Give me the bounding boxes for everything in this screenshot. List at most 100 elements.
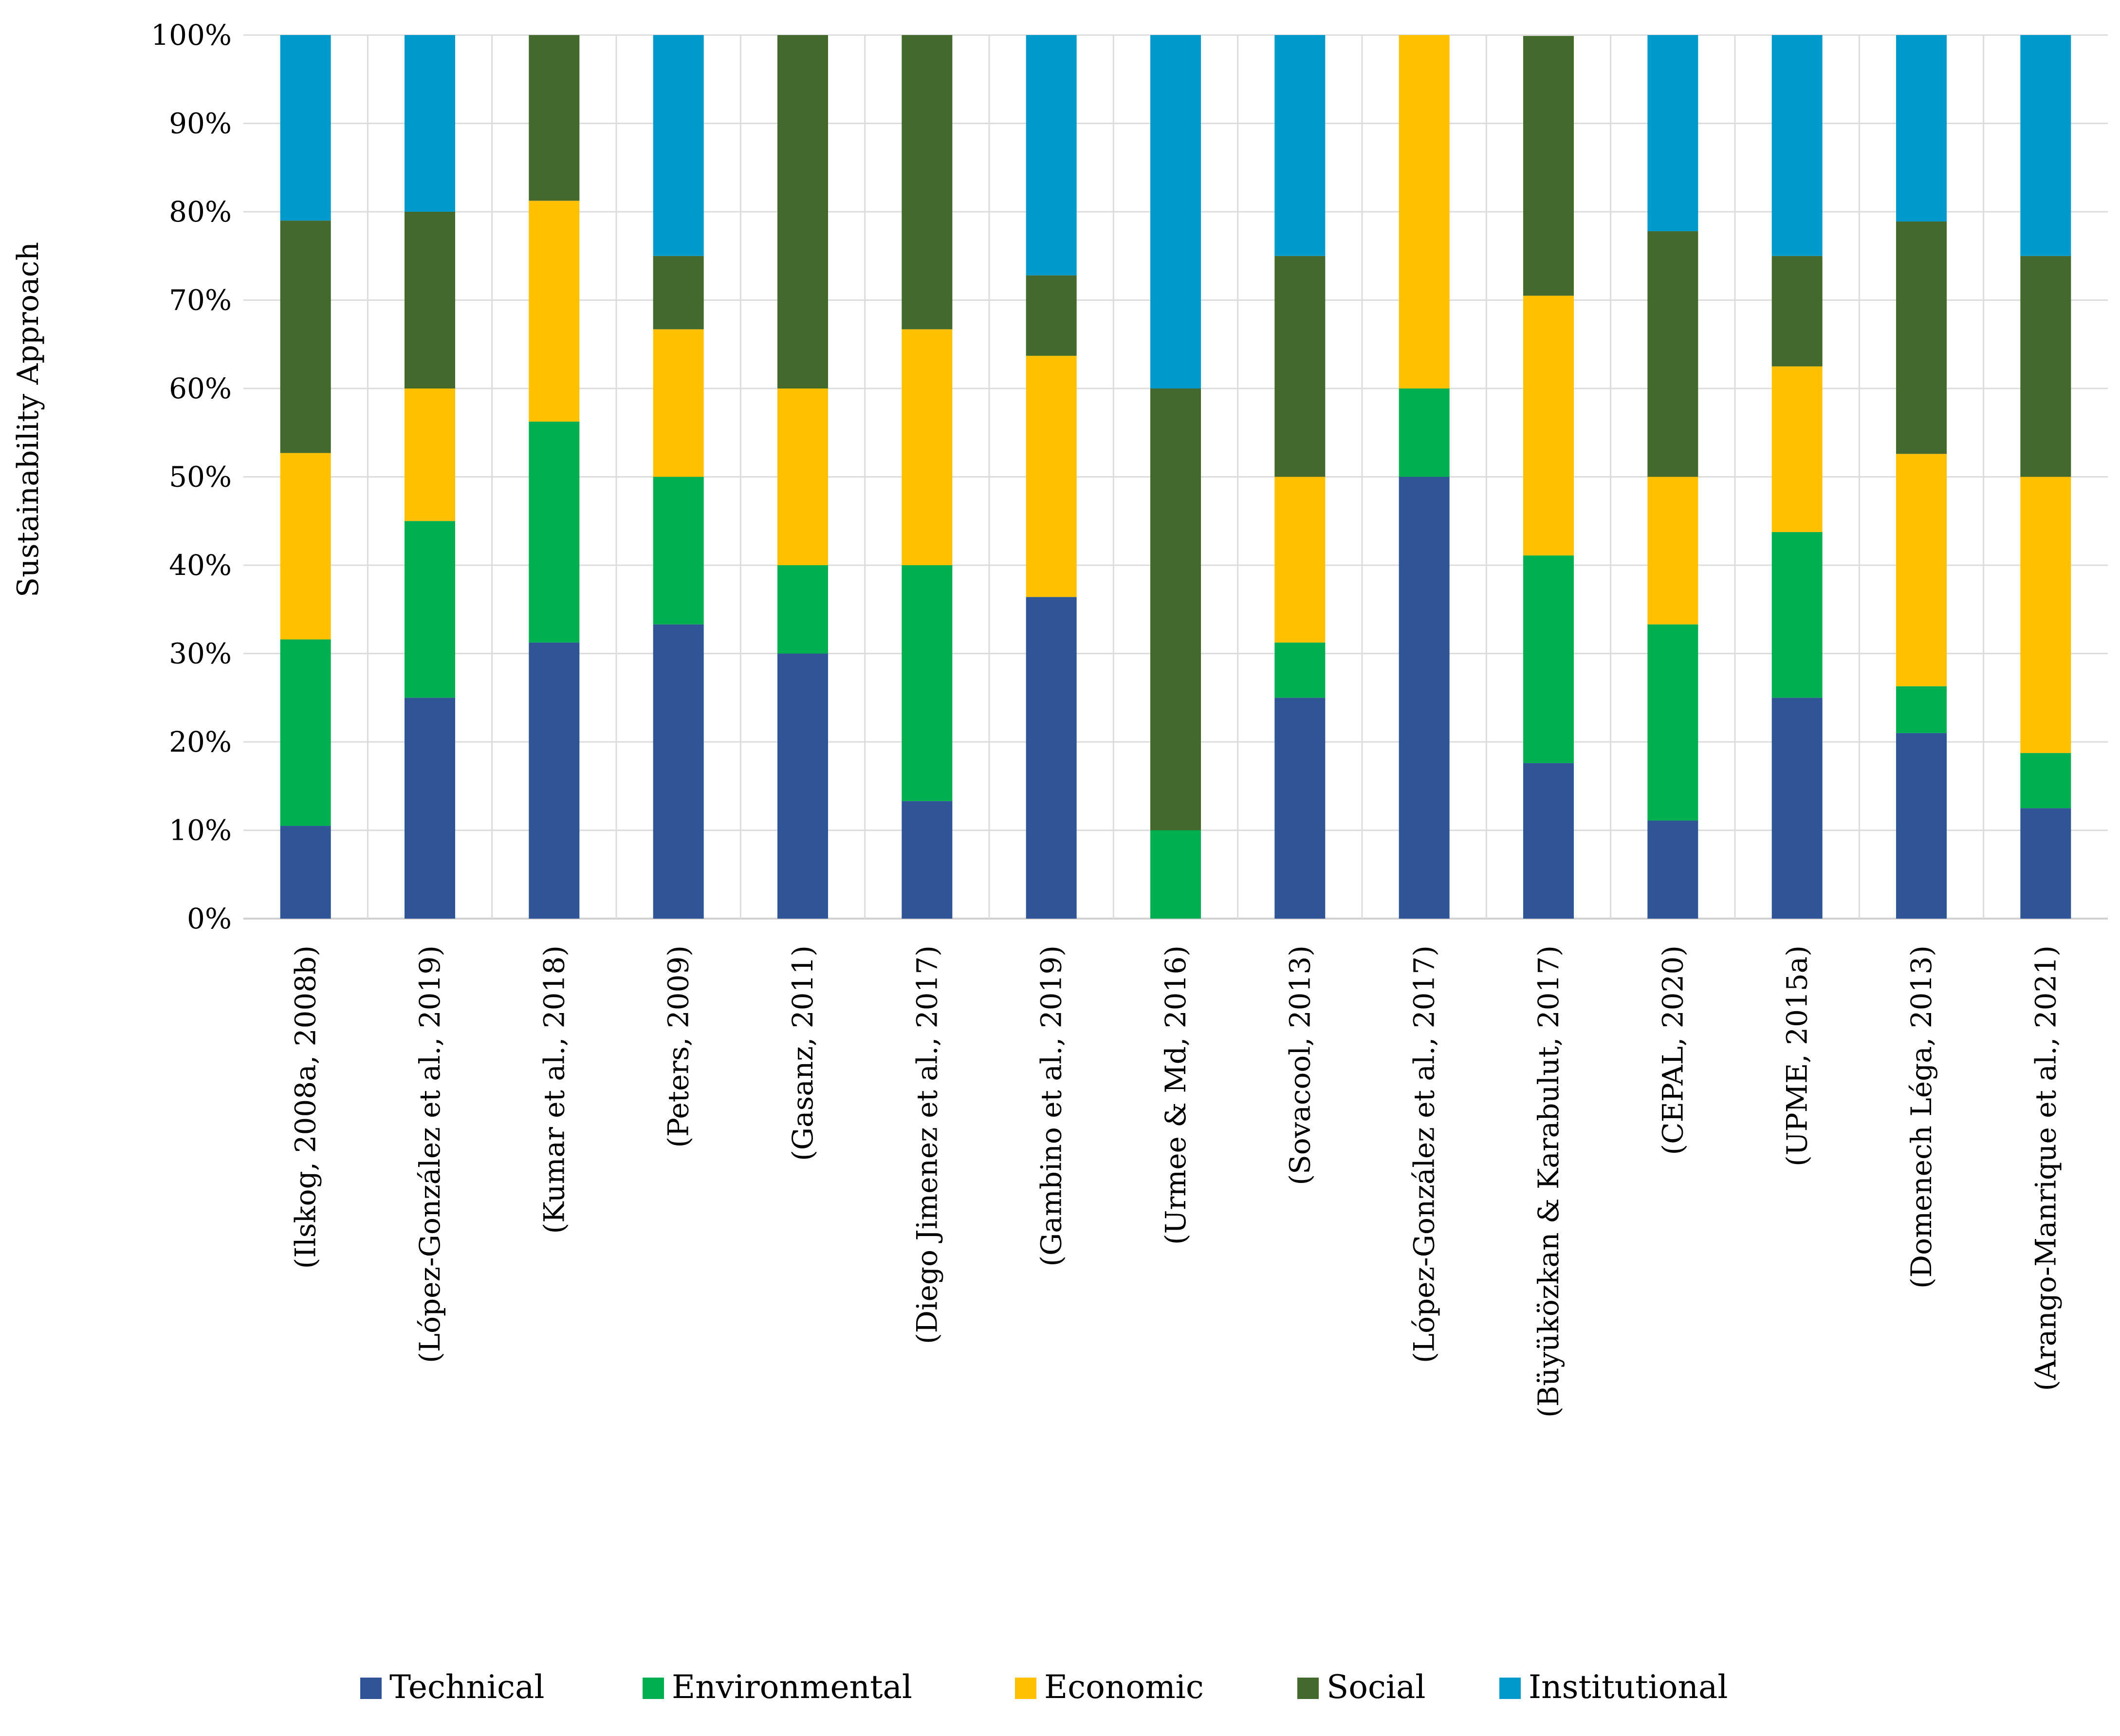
- legend-swatch-institutional: [1499, 1678, 1521, 1699]
- bar-segment-institutional: [1150, 35, 1201, 388]
- bar-segment-environmental: [1274, 642, 1326, 698]
- bar-segment-economic: [529, 201, 580, 422]
- bar-segment-technical: [653, 624, 704, 919]
- y-tick-label: 10%: [169, 814, 232, 847]
- bar-segment-economic: [653, 329, 704, 477]
- bar-segment-technical: [1026, 597, 1077, 919]
- x-category-label: (Domenech Léga, 2013): [1905, 945, 1938, 1289]
- bar-segment-institutional: [1896, 35, 1947, 222]
- y-tick-label: 70%: [169, 284, 232, 317]
- bar-segment-technical: [1274, 698, 1326, 919]
- bar-segment-technical: [280, 826, 331, 919]
- x-axis-category-labels: (Ilskog, 2008a, 2008b) (López-González et…: [289, 945, 2063, 1418]
- bar-segment-social: [1771, 256, 1823, 367]
- bar-segment-social: [405, 212, 455, 388]
- bar-segment-institutional: [653, 35, 704, 256]
- x-category-label: (Diego Jimenez et al., 2017): [910, 945, 943, 1344]
- bar-segment-environmental: [1150, 830, 1201, 919]
- legend-label-economic: Economic: [1044, 1668, 1204, 1706]
- legend-label-environmental: Environmental: [672, 1668, 912, 1706]
- bar-segment-environmental: [777, 565, 828, 654]
- bar-segment-environmental: [1771, 532, 1823, 698]
- bar-segment-economic: [280, 453, 331, 640]
- bar-segment-technical: [1896, 733, 1947, 919]
- x-category-label: (Sovacool, 2013): [1283, 945, 1316, 1185]
- bar-segment-environmental: [1399, 388, 1450, 477]
- bar-segment-economic: [777, 388, 828, 565]
- bar-segment-economic: [1647, 477, 1698, 625]
- x-category-label: (Peters, 2009): [662, 945, 695, 1148]
- y-tick-label: 90%: [169, 107, 232, 140]
- x-category-label: (CEPAL, 2020): [1656, 945, 1689, 1155]
- x-category-label: (Arango-Manrique et al., 2021): [2029, 945, 2062, 1391]
- bar-segment-economic: [1399, 35, 1450, 388]
- x-category-label: (Urmee & Md, 2016): [1159, 945, 1192, 1245]
- bar-segment-economic: [2020, 477, 2071, 753]
- bar-segment-technical: [2020, 808, 2071, 919]
- bar-segment-economic: [1896, 454, 1947, 686]
- x-category-label: (Gasanz, 2011): [786, 945, 819, 1161]
- bar-segment-environmental: [280, 639, 331, 826]
- bar-segment-institutional: [1026, 35, 1077, 276]
- bar-segment-social: [1647, 231, 1698, 477]
- bar-segment-technical: [1771, 698, 1823, 919]
- bar-segment-environmental: [653, 477, 704, 625]
- bar-segment-economic: [405, 388, 455, 521]
- bar-segment-social: [1896, 221, 1947, 454]
- bar-segment-environmental: [1523, 555, 1574, 763]
- x-category-label: (Ilskog, 2008a, 2008b): [289, 945, 322, 1269]
- bar-segment-technical: [529, 642, 580, 919]
- bar-segment-institutional: [405, 35, 455, 212]
- legend-swatch-technical: [360, 1678, 382, 1699]
- bar-segment-institutional: [1647, 35, 1698, 231]
- legend-swatch-environmental: [643, 1678, 664, 1699]
- bar-segment-technical: [1523, 763, 1574, 919]
- bar-segment-social: [653, 256, 704, 330]
- y-tick-label: 20%: [169, 725, 232, 758]
- bar-segment-economic: [1274, 477, 1326, 643]
- bar-segment-environmental: [529, 422, 580, 643]
- bar-segment-economic: [1026, 355, 1077, 597]
- bar-segment-social: [529, 35, 580, 201]
- legend: Technical Environmental Economic Social Inst…: [360, 1668, 1728, 1706]
- bar-segment-technical: [405, 698, 455, 919]
- x-category-label: (Kumar et al., 2018): [537, 945, 571, 1234]
- bar-segment-social: [902, 35, 953, 330]
- bar-segment-social: [1150, 388, 1201, 831]
- y-tick-label: 100%: [151, 18, 232, 52]
- bar-segment-institutional: [280, 35, 331, 221]
- bar-segment-social: [777, 35, 828, 388]
- y-tick-label: 60%: [169, 372, 232, 405]
- bar-segment-environmental: [405, 521, 455, 698]
- legend-label-technical: Technical: [389, 1668, 544, 1706]
- legend-label-social: Social: [1327, 1668, 1425, 1706]
- bar-segment-technical: [1399, 477, 1450, 919]
- bar-segment-environmental: [1647, 624, 1698, 821]
- legend-swatch-economic: [1015, 1678, 1036, 1699]
- bar-segment-technical: [902, 801, 953, 919]
- y-tick-label: 80%: [169, 195, 232, 228]
- bar-segment-technical: [777, 653, 828, 919]
- bar-segment-social: [280, 221, 331, 453]
- bar-segment-social: [1026, 275, 1077, 356]
- bar-segment-institutional: [1274, 35, 1326, 256]
- y-tick-label: 30%: [169, 637, 232, 670]
- y-axis-title: Sustainability Approach: [11, 242, 45, 597]
- bar-segment-environmental: [902, 565, 953, 801]
- legend-label-institutional: Institutional: [1529, 1668, 1728, 1706]
- bars: [280, 35, 2071, 919]
- bar-segment-economic: [1771, 366, 1823, 532]
- bar-segment-environmental: [2020, 753, 2071, 809]
- x-category-label: (Gambino et al., 2019): [1035, 945, 1068, 1267]
- bar-segment-economic: [1523, 295, 1574, 556]
- bar-segment-technical: [1647, 820, 1698, 919]
- y-tick-label: 0%: [187, 902, 232, 935]
- x-category-label: (López-González et al., 2019): [413, 945, 446, 1363]
- bar-segment-social: [2020, 256, 2071, 477]
- legend-swatch-social: [1297, 1678, 1319, 1699]
- bar-segment-social: [1523, 36, 1574, 296]
- x-category-label: (López-González et al., 2017): [1408, 945, 1441, 1363]
- bar-segment-economic: [902, 329, 953, 565]
